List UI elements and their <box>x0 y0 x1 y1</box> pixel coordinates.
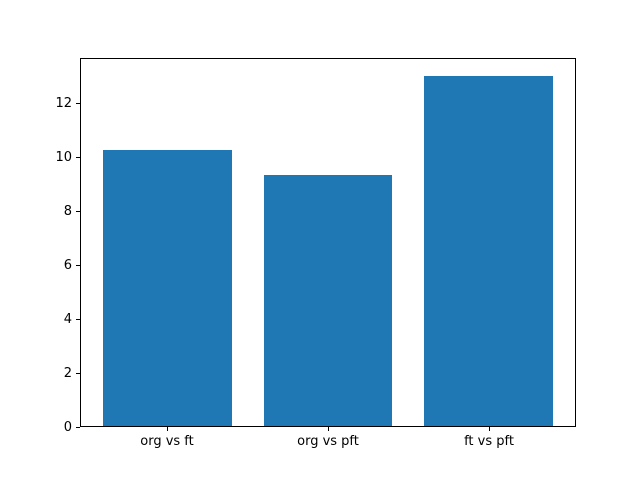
y-tick-mark <box>76 373 80 374</box>
y-tick-mark <box>76 319 80 320</box>
x-tick-mark <box>489 427 490 431</box>
bar-org-vs-pft <box>263 174 393 426</box>
y-tick-mark <box>76 157 80 158</box>
y-tick-label: 0 <box>63 420 72 435</box>
y-tick-label: 2 <box>63 366 72 381</box>
y-tick-label: 8 <box>63 204 72 219</box>
plot-area <box>80 58 576 427</box>
y-tick-mark <box>76 427 80 428</box>
y-tick-mark <box>76 211 80 212</box>
y-tick-label: 4 <box>63 312 72 327</box>
y-tick-mark <box>76 265 80 266</box>
x-tick-label: org vs pft <box>297 434 359 449</box>
y-tick-label: 12 <box>55 96 72 111</box>
y-tick-mark <box>76 103 80 104</box>
bar-org-vs-ft <box>103 150 232 426</box>
x-tick-mark <box>167 427 168 431</box>
y-tick-label: 10 <box>55 150 72 165</box>
bar-ft-vs-pft <box>424 76 553 426</box>
x-tick-label: ft vs pft <box>464 434 514 449</box>
x-tick-mark <box>328 427 329 431</box>
y-tick-label: 6 <box>63 258 72 273</box>
x-tick-label: org vs ft <box>140 434 194 449</box>
